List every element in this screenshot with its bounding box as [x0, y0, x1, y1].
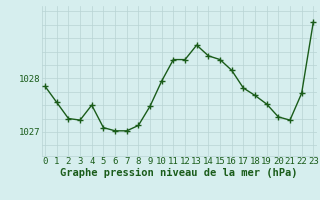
X-axis label: Graphe pression niveau de la mer (hPa): Graphe pression niveau de la mer (hPa) [60, 168, 298, 178]
